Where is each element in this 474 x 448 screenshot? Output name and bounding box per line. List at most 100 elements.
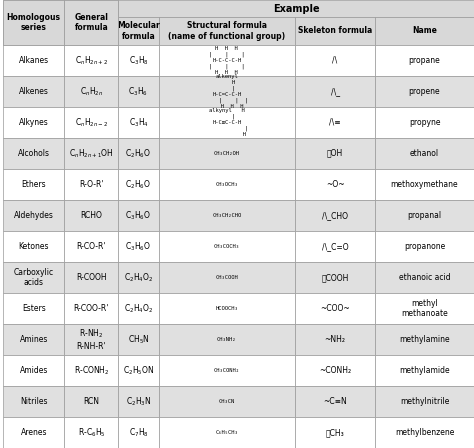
- Text: Nitriles: Nitriles: [20, 397, 47, 406]
- Text: R-C$_6$H$_5$: R-C$_6$H$_5$: [78, 426, 105, 439]
- Text: propene: propene: [409, 87, 440, 96]
- Bar: [64, 262, 118, 293]
- Bar: [295, 324, 375, 355]
- Text: Example: Example: [273, 4, 319, 13]
- Text: Alkenes: Alkenes: [19, 87, 49, 96]
- Bar: [64, 0, 118, 45]
- Bar: [375, 231, 474, 262]
- Text: propane: propane: [409, 56, 440, 65]
- Text: C$_n$H$_{2n-2}$: C$_n$H$_{2n-2}$: [75, 116, 108, 129]
- Text: ~O~: ~O~: [326, 180, 345, 189]
- Text: CH₃OCH₃: CH₃OCH₃: [215, 182, 238, 187]
- Bar: [295, 355, 375, 386]
- Bar: [118, 324, 158, 355]
- Bar: [295, 231, 375, 262]
- Bar: [64, 324, 118, 355]
- Text: C$_2$H$_4$O$_2$: C$_2$H$_4$O$_2$: [124, 302, 153, 314]
- Text: R-COOH: R-COOH: [76, 273, 107, 282]
- Bar: [64, 386, 118, 417]
- Text: methyl
methanoate: methyl methanoate: [401, 299, 448, 318]
- Text: R-CO-R': R-CO-R': [77, 242, 106, 251]
- Text: methylamide: methylamide: [399, 366, 450, 375]
- Text: Aldehydes: Aldehydes: [14, 211, 54, 220]
- Text: methylamine: methylamine: [399, 335, 450, 344]
- Bar: [375, 355, 474, 386]
- Bar: [118, 76, 158, 107]
- Bar: [158, 138, 295, 169]
- Text: Skeleton formula: Skeleton formula: [298, 26, 372, 35]
- Bar: [3, 107, 64, 138]
- Text: methoxymethane: methoxymethane: [391, 180, 458, 189]
- Bar: [158, 200, 295, 231]
- Bar: [375, 17, 474, 45]
- Bar: [3, 355, 64, 386]
- Text: CH₃COOH: CH₃COOH: [215, 275, 238, 280]
- Text: Esters: Esters: [22, 304, 46, 313]
- Text: Homologous
series: Homologous series: [7, 13, 61, 32]
- Bar: [3, 17, 64, 45]
- Text: propyne: propyne: [409, 118, 440, 127]
- Text: H  H  H
|    |    |
H-C-C-C-H
|    |    |
H  H  H: H H H | | | H-C-C-C-H | | | H H H: [209, 46, 245, 75]
- Bar: [3, 138, 64, 169]
- Text: C$_2$H$_4$O$_2$: C$_2$H$_4$O$_2$: [124, 271, 153, 284]
- Bar: [158, 76, 295, 107]
- Bar: [375, 45, 474, 76]
- Bar: [3, 45, 64, 76]
- Text: ~NH₂: ~NH₂: [325, 335, 346, 344]
- Bar: [64, 76, 118, 107]
- Bar: [295, 386, 375, 417]
- Bar: [295, 417, 375, 448]
- Bar: [64, 355, 118, 386]
- Text: C$_2$H$_6$O: C$_2$H$_6$O: [126, 147, 152, 159]
- Text: RCN: RCN: [83, 397, 100, 406]
- Text: General
formula: General formula: [74, 13, 109, 32]
- Text: C$_2$H$_3$N: C$_2$H$_3$N: [126, 395, 151, 408]
- Text: Arenes: Arenes: [20, 428, 47, 437]
- Text: CH₃CH₂OH: CH₃CH₂OH: [214, 151, 240, 156]
- Text: /\≡: /\≡: [329, 118, 341, 127]
- Text: C$_2$H$_5$ON: C$_2$H$_5$ON: [123, 364, 154, 377]
- Bar: [295, 262, 375, 293]
- Text: R-O-R': R-O-R': [79, 180, 104, 189]
- Text: alkynyl   H
    |
H-C≡C-C-H
            |
           H: alkynyl H | H-C≡C-C-H | H: [206, 108, 248, 137]
- Text: Ethers: Ethers: [21, 180, 46, 189]
- Bar: [118, 200, 158, 231]
- Bar: [64, 169, 118, 200]
- Bar: [375, 169, 474, 200]
- Text: Alkanes: Alkanes: [18, 56, 49, 65]
- Bar: [64, 17, 118, 45]
- Text: propanal: propanal: [408, 211, 442, 220]
- Bar: [118, 0, 474, 17]
- Bar: [64, 200, 118, 231]
- Text: C$_3$H$_6$: C$_3$H$_6$: [128, 85, 148, 98]
- Bar: [3, 169, 64, 200]
- Text: C$_3$H$_6$O: C$_3$H$_6$O: [126, 209, 152, 222]
- Text: ethanol: ethanol: [410, 149, 439, 158]
- Bar: [64, 0, 118, 45]
- Text: R-NH$_2$
R-NH-R': R-NH$_2$ R-NH-R': [77, 328, 106, 351]
- Text: propanone: propanone: [404, 242, 445, 251]
- Bar: [375, 107, 474, 138]
- Bar: [118, 293, 158, 324]
- Bar: [64, 231, 118, 262]
- Text: R-CONH$_2$: R-CONH$_2$: [73, 364, 109, 377]
- Bar: [3, 417, 64, 448]
- Bar: [295, 293, 375, 324]
- Text: General
formula: General formula: [74, 21, 109, 41]
- Bar: [3, 231, 64, 262]
- Text: /\: /\: [332, 56, 337, 65]
- Text: alkenyl
    H
    |
H-C=C-C-H
    |    |  |
   H  H  H: alkenyl H | H-C=C-C-H | | | H H H: [206, 74, 248, 109]
- Bar: [295, 107, 375, 138]
- Bar: [3, 293, 64, 324]
- Bar: [3, 386, 64, 417]
- Text: C$_3$H$_6$O: C$_3$H$_6$O: [126, 240, 152, 253]
- Text: Alkynes: Alkynes: [19, 118, 49, 127]
- Text: Amides: Amides: [19, 366, 48, 375]
- Text: Carboxylic
acids: Carboxylic acids: [14, 268, 54, 287]
- Bar: [375, 417, 474, 448]
- Bar: [118, 262, 158, 293]
- Text: /\_CHO: /\_CHO: [322, 211, 348, 220]
- Bar: [158, 107, 295, 138]
- Bar: [64, 107, 118, 138]
- Bar: [295, 76, 375, 107]
